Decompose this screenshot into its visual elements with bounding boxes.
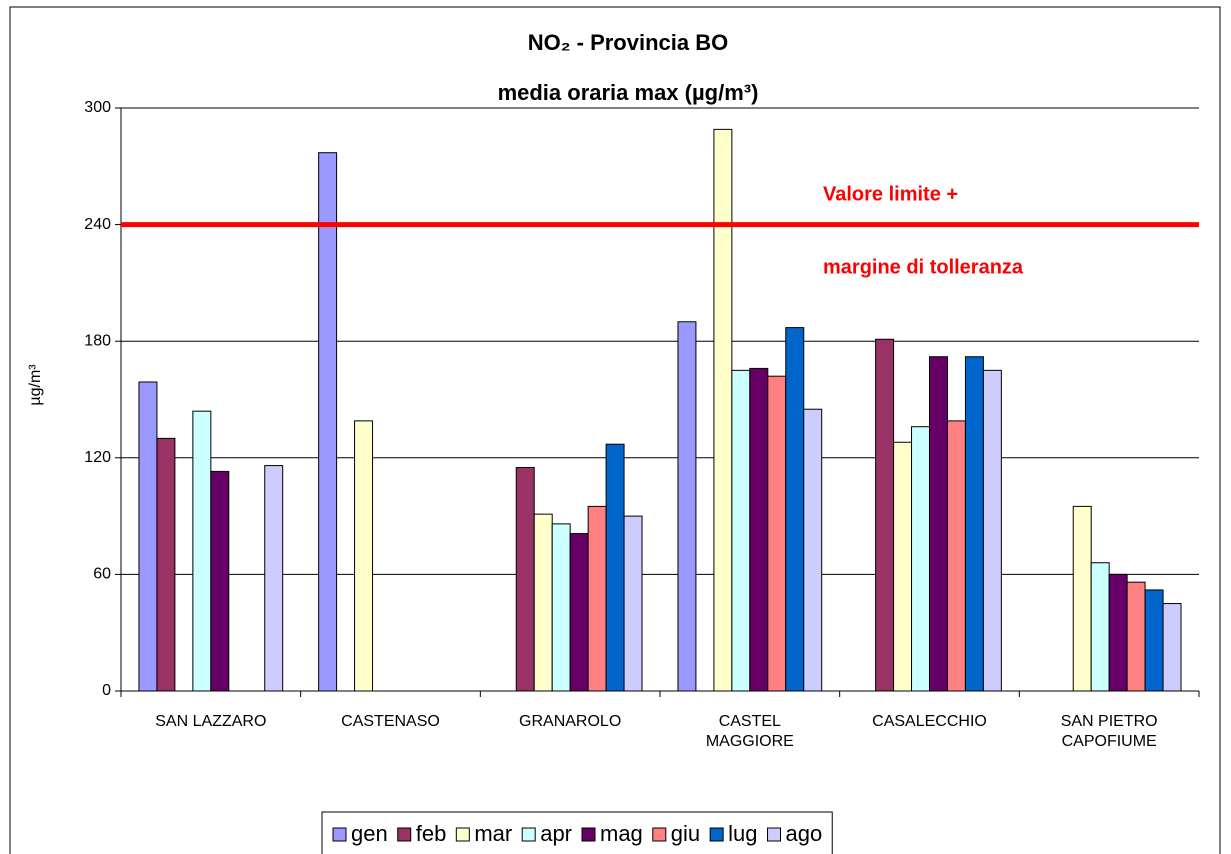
legend-label: ago: [786, 821, 823, 846]
bar: [1072, 505, 1092, 692]
bar: [731, 369, 751, 692]
bar: [875, 338, 895, 692]
legend-swatch: [767, 827, 782, 842]
bar: [569, 533, 589, 692]
bar: [911, 426, 930, 692]
bar: [605, 443, 625, 692]
y-tick-label: 60: [93, 566, 111, 583]
bar: [318, 152, 338, 692]
bar: [946, 420, 966, 692]
legend-swatch: [581, 827, 596, 842]
bar: [1108, 573, 1128, 692]
legend-label: giu: [671, 821, 700, 846]
legend-label: lug: [728, 821, 757, 846]
legend-swatch: [332, 827, 347, 842]
chart-title: NO₂ - Provincia BO: [528, 30, 728, 55]
x-tick-label: CASTEL MAGGIORE: [706, 713, 794, 750]
y-tick-label: 180: [84, 332, 111, 349]
x-tick-label: CASALECCHIO: [872, 713, 987, 730]
y-tick-label: 300: [84, 99, 111, 116]
y-axis-label: µg/m³: [27, 364, 44, 406]
annotation: margine di tolleranza: [823, 256, 1024, 278]
bar: [982, 369, 1002, 692]
legend-swatch: [709, 827, 724, 842]
bar: [767, 375, 787, 692]
legend: [321, 811, 833, 854]
bar: [785, 327, 805, 692]
bar: [623, 515, 643, 692]
legend-swatch: [455, 827, 470, 842]
legend-label: feb: [416, 821, 447, 846]
x-tick-label: SAN PIETRO CAPOFIUME: [1061, 713, 1158, 750]
legend-swatch: [521, 827, 536, 842]
bar: [192, 410, 212, 692]
bar: [929, 356, 948, 692]
bar: [138, 381, 158, 692]
plot-area: [121, 108, 1199, 691]
bar: [1126, 581, 1146, 692]
bar: [264, 465, 284, 692]
legend-label: gen: [351, 821, 388, 846]
legend-swatch: [397, 827, 412, 842]
legend-label: mar: [474, 821, 512, 846]
bar: [533, 513, 553, 692]
bar: [1144, 589, 1164, 692]
bar: [210, 470, 230, 692]
bar: [677, 321, 697, 692]
bar: [156, 437, 176, 692]
y-tick-label: 120: [84, 449, 111, 466]
bar: [551, 523, 571, 692]
bar: [749, 367, 769, 692]
bar: [803, 408, 823, 692]
x-tick-label: SAN LAZZARO: [155, 713, 266, 730]
bar: [515, 467, 535, 692]
legend-label: mag: [600, 821, 643, 846]
chart-subtitle: media oraria max (µg/m³): [498, 80, 759, 105]
x-tick-label: GRANAROLO: [519, 713, 621, 730]
bar: [1162, 603, 1182, 692]
y-tick-label: 0: [102, 682, 111, 699]
y-tick-label: 240: [84, 216, 111, 233]
bar: [354, 420, 374, 692]
x-tick-label: CASTENASO: [341, 713, 440, 730]
legend-label: apr: [540, 821, 572, 846]
annotation: Valore limite +: [823, 183, 958, 205]
bar: [587, 505, 607, 692]
legend-swatch: [652, 827, 667, 842]
bar: [713, 128, 733, 692]
bar: [1090, 562, 1110, 692]
bar: [964, 356, 984, 692]
bar: [893, 441, 913, 692]
